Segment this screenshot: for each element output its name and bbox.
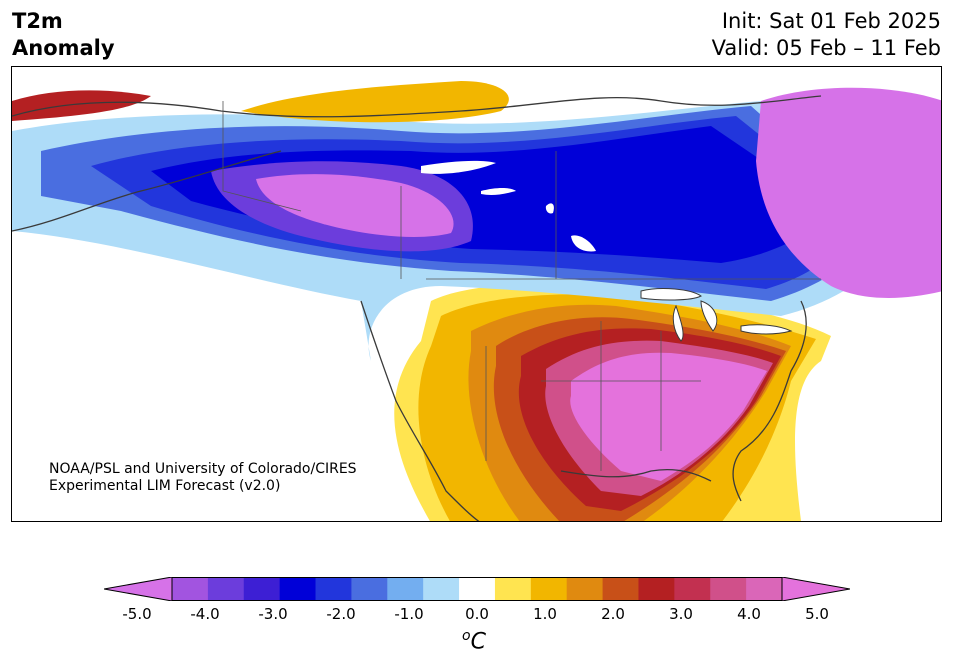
- colorbar-ticks: -5.0 -4.0 -3.0 -2.0 -1.0 0.0 1.0 2.0 3.0 4.0 5.0: [0, 605, 954, 629]
- colorbar-tick-label: -3.0: [258, 605, 288, 623]
- colorbar-bin: [602, 577, 639, 601]
- colorbar-tick-label: 2.0: [601, 605, 625, 623]
- colorbar-bin: [746, 577, 783, 601]
- colorbar-tick-label: 4.0: [737, 605, 761, 623]
- title-line-2: Anomaly: [12, 36, 115, 60]
- colorbar-bin: [279, 577, 317, 601]
- valid-dates: Valid: 05 Feb – 11 Feb: [711, 36, 941, 60]
- colorbar-border: [171, 577, 783, 601]
- colorbar-tick-label: 3.0: [669, 605, 693, 623]
- colorbar-tick-label: 1.0: [533, 605, 557, 623]
- unit-prefix: o: [462, 628, 471, 644]
- colorbar-tick-label: 0.0: [465, 605, 489, 623]
- credit-line-2: Experimental LIM Forecast (v2.0): [49, 478, 281, 494]
- colorbar-bin: [423, 577, 460, 601]
- credit-line-1: NOAA/PSL and University of Colorado/CIRE…: [49, 461, 357, 477]
- colorbar-tick-label: -5.0: [122, 605, 152, 623]
- warm-anomaly-5.0: [570, 352, 767, 481]
- colorbar-bin: [710, 577, 747, 601]
- colorbar-bin: [638, 577, 675, 601]
- colorbar-bin: [387, 577, 424, 601]
- colorbar-bin: [530, 577, 568, 601]
- colorbar-extend-high: [781, 577, 850, 601]
- cold-anomaly-5.0: [256, 174, 454, 237]
- colorbar-unit: oC: [462, 628, 486, 654]
- title-line-1: T2m: [12, 9, 63, 33]
- colorbar-bin: [566, 577, 604, 601]
- colorbar-bin: [674, 577, 711, 601]
- map-title: T2m Anomaly: [12, 8, 115, 62]
- colorbar-tick-label: -4.0: [190, 605, 220, 623]
- colorbar-bin: [494, 577, 532, 601]
- colorbar-bin: [315, 577, 352, 601]
- unit-letter: C: [470, 629, 486, 655]
- coastlines: [12, 95, 822, 521]
- colorbar-bin: [172, 577, 209, 601]
- colorbar-tick-label: -1.0: [394, 605, 424, 623]
- alaska-warm-anomaly: [12, 90, 151, 121]
- colorbar: [104, 577, 850, 601]
- colorbar-tick-label: -2.0: [326, 605, 356, 623]
- colorbar-bin: [459, 577, 496, 601]
- credit-note: NOAA/PSL and University of Colorado/CIRE…: [49, 461, 357, 495]
- political-borders: [222, 101, 821, 471]
- init-date: Init: Sat 01 Feb 2025: [721, 9, 941, 33]
- hudson-bay-patches: [421, 160, 596, 252]
- great-lakes: [640, 288, 793, 342]
- greenland-anomaly: [756, 87, 941, 298]
- colorbar-bin: [351, 577, 388, 601]
- colorbar-bin: [243, 577, 281, 601]
- anomaly-map-svg: [12, 81, 941, 521]
- colorbar-extend-low: [104, 577, 173, 601]
- colorbar-bin: [207, 577, 245, 601]
- colorbar-tick-label: 5.0: [805, 605, 829, 623]
- forecast-dates: Init: Sat 01 Feb 2025 Valid: 05 Feb – 11…: [712, 8, 941, 62]
- anomaly-map: [11, 66, 942, 522]
